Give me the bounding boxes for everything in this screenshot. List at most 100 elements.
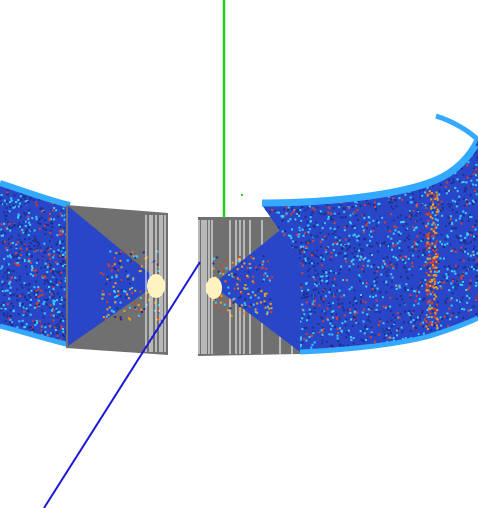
pixel-speckle	[365, 169, 368, 172]
pixel-speckle	[240, 304, 243, 307]
pixel-speckle	[440, 200, 443, 203]
pixel-speckle	[27, 187, 30, 190]
pixel-speckle	[236, 283, 239, 286]
pixel-speckle	[308, 205, 311, 208]
pixel-speckle	[280, 183, 283, 186]
pixel-speckle	[374, 289, 377, 292]
pixel-speckle	[270, 196, 273, 199]
pixel-speckle	[237, 257, 240, 260]
pixel-speckle	[452, 286, 455, 289]
pixel-speckle	[12, 305, 14, 308]
pixel-speckle	[412, 192, 415, 195]
pixel-speckle	[117, 293, 120, 296]
pixel-speckle	[58, 326, 61, 329]
pixel-speckle	[425, 272, 428, 274]
pixel-speckle	[286, 177, 289, 180]
pixel-speckle	[125, 296, 128, 299]
pixel-speckle	[475, 168, 478, 171]
pixel-speckle	[311, 359, 313, 361]
pixel-speckle	[56, 189, 59, 191]
pixel-speckle	[53, 314, 55, 317]
pixel-speckle	[341, 167, 344, 170]
pixel-speckle	[382, 322, 385, 325]
pixel-speckle	[320, 329, 323, 332]
pixel-speckle	[66, 181, 68, 183]
pixel-speckle	[427, 219, 430, 222]
pixel-speckle	[366, 188, 369, 191]
pixel-speckle	[359, 170, 362, 173]
pixel-speckle	[398, 184, 401, 186]
pixel-speckle	[395, 174, 398, 177]
pixel-speckle	[212, 262, 215, 265]
pixel-speckle	[406, 276, 409, 279]
pixel-speckle	[320, 260, 323, 263]
pixel-speckle	[126, 293, 129, 296]
pixel-speckle	[49, 267, 51, 270]
pixel-speckle	[343, 226, 346, 229]
pixel-speckle	[326, 154, 329, 157]
pixel-speckle	[379, 320, 382, 323]
pixel-speckle	[298, 152, 301, 154]
pixel-speckle	[6, 255, 9, 258]
pixel-speckle	[307, 295, 310, 298]
pixel-speckle	[297, 235, 300, 238]
pixel-speckle	[389, 131, 391, 133]
pixel-speckle	[127, 274, 130, 277]
pixel-speckle	[21, 319, 24, 322]
pixel-speckle	[417, 316, 419, 319]
pixel-speckle	[43, 251, 46, 254]
pixel-speckle	[373, 359, 375, 361]
pixel-speckle	[287, 220, 290, 223]
pixel-speckle	[43, 185, 46, 186]
pixel-speckle	[45, 191, 48, 194]
pixel-speckle	[63, 299, 66, 301]
pixel-speckle	[298, 226, 301, 229]
pixel-speckle	[464, 212, 467, 215]
pixel-speckle	[278, 174, 281, 177]
pixel-speckle	[1, 229, 4, 232]
pixel-speckle	[30, 229, 33, 232]
pixel-speckle	[261, 263, 264, 266]
pixel-speckle	[386, 226, 389, 229]
pixel-speckle	[1, 241, 4, 243]
pixel-speckle	[421, 284, 423, 287]
pixel-speckle	[270, 311, 273, 313]
pixel-speckle	[279, 167, 282, 170]
pixel-speckle	[373, 151, 375, 154]
pixel-speckle	[408, 314, 411, 316]
pixel-speckle	[250, 303, 253, 306]
pixel-speckle	[63, 218, 66, 221]
pixel-speckle	[59, 338, 62, 341]
pixel-speckle	[419, 267, 422, 270]
pixel-speckle	[450, 217, 452, 220]
pixel-speckle	[2, 313, 5, 315]
pixel-speckle	[265, 292, 268, 295]
pixel-speckle	[427, 265, 430, 268]
pixel-speckle	[262, 278, 265, 281]
pixel-speckle	[370, 233, 372, 236]
pixel-speckle	[24, 225, 27, 227]
pixel-speckle	[465, 272, 468, 275]
pixel-speckle	[345, 140, 347, 143]
pixel-speckle	[378, 333, 381, 336]
pixel-speckle	[406, 350, 409, 352]
pixel-speckle	[413, 304, 416, 307]
pixel-speckle	[309, 191, 312, 194]
pixel-speckle	[429, 244, 431, 247]
pixel-speckle	[8, 242, 11, 245]
pixel-speckle	[350, 132, 352, 134]
pixel-speckle	[460, 181, 463, 184]
pixel-speckle	[436, 359, 438, 361]
pixel-speckle	[398, 154, 401, 157]
pixel-speckle	[348, 135, 350, 137]
pixel-speckle	[448, 146, 451, 149]
pixel-speckle	[435, 143, 438, 146]
pixel-speckle	[48, 290, 50, 293]
pixel-speckle	[15, 255, 18, 258]
pixel-speckle	[369, 140, 372, 143]
pixel-speckle	[335, 254, 338, 257]
pixel-speckle	[355, 301, 358, 304]
pixel-speckle	[428, 349, 431, 351]
pixel-speckle	[260, 356, 262, 358]
pixel-speckle	[353, 152, 356, 155]
